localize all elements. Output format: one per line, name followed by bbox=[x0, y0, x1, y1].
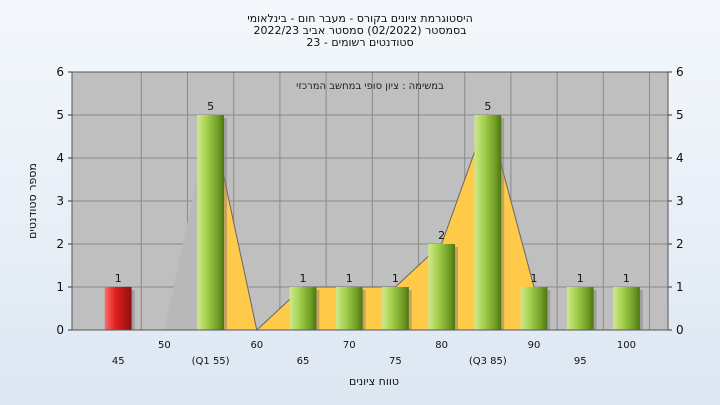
y-tick-label-right: 5 bbox=[676, 108, 684, 122]
y-tick-label: 0 bbox=[56, 323, 64, 337]
data-label: 1 bbox=[300, 272, 307, 285]
y-tick-label: 1 bbox=[56, 280, 64, 294]
data-label: 1 bbox=[531, 272, 538, 285]
x-tick-label: 95 bbox=[574, 356, 587, 367]
bar bbox=[382, 287, 409, 330]
x-tick-label: (Q1 55) bbox=[192, 356, 230, 367]
y-tick-label-right: 6 bbox=[676, 65, 684, 79]
data-label: 5 bbox=[484, 100, 491, 113]
bar bbox=[289, 287, 317, 330]
y-tick-label-right: 4 bbox=[676, 151, 684, 165]
bar bbox=[520, 287, 548, 330]
chart-title-line-2: בסמסטר (02/2022) סמסטר אביב 2022/23 bbox=[253, 24, 467, 37]
chart-title-line-1: היסטוגרמת ציונים בקורס - מעבר חום - בינל… bbox=[247, 12, 473, 25]
y-tick-label: 4 bbox=[56, 151, 64, 165]
y-tick-label-right: 3 bbox=[676, 194, 684, 208]
data-label: 1 bbox=[392, 272, 399, 285]
bar bbox=[335, 287, 363, 330]
bar bbox=[566, 287, 594, 330]
bar bbox=[428, 244, 456, 330]
bar bbox=[104, 287, 132, 330]
y-tick-label: 5 bbox=[56, 108, 64, 122]
y-tick-label: 6 bbox=[56, 65, 64, 79]
data-label: 5 bbox=[207, 100, 214, 113]
y-tick-label-right: 0 bbox=[676, 323, 684, 337]
x-tick-label: 65 bbox=[297, 356, 310, 367]
x-tick-label: 90 bbox=[528, 340, 541, 351]
data-label: 2 bbox=[438, 229, 445, 242]
data-label: 1 bbox=[346, 272, 353, 285]
x-tick-label: (Q3 85) bbox=[469, 356, 507, 367]
x-tick-label: 75 bbox=[389, 356, 402, 367]
data-label: 1 bbox=[623, 272, 630, 285]
x-tick-label: 50 bbox=[158, 340, 171, 351]
y-tick-label-right: 2 bbox=[676, 237, 684, 251]
y-axis-title: מספר סטודנטים bbox=[26, 163, 39, 239]
bar bbox=[197, 115, 225, 330]
x-axis-title: טווח ציונים bbox=[349, 375, 399, 388]
x-tick-label: 60 bbox=[250, 340, 263, 351]
chart-title-line-3: סטודנטים רשומים - 23 bbox=[306, 36, 414, 49]
y-tick-label-right: 1 bbox=[676, 280, 684, 294]
x-tick-label: 80 bbox=[435, 340, 448, 351]
x-tick-label: 70 bbox=[343, 340, 356, 351]
x-tick-label: 45 bbox=[112, 356, 125, 367]
plot-border bbox=[71, 71, 669, 331]
bar bbox=[613, 287, 640, 330]
x-tick-label: 100 bbox=[617, 340, 636, 351]
data-label: 1 bbox=[577, 272, 584, 285]
data-label: 1 bbox=[115, 272, 122, 285]
y-tick-label: 3 bbox=[56, 194, 64, 208]
bar bbox=[474, 115, 502, 330]
chart-subtitle: במשימה : ציון סופי במחשב המרכזי bbox=[296, 81, 444, 92]
y-tick-label: 2 bbox=[56, 237, 64, 251]
